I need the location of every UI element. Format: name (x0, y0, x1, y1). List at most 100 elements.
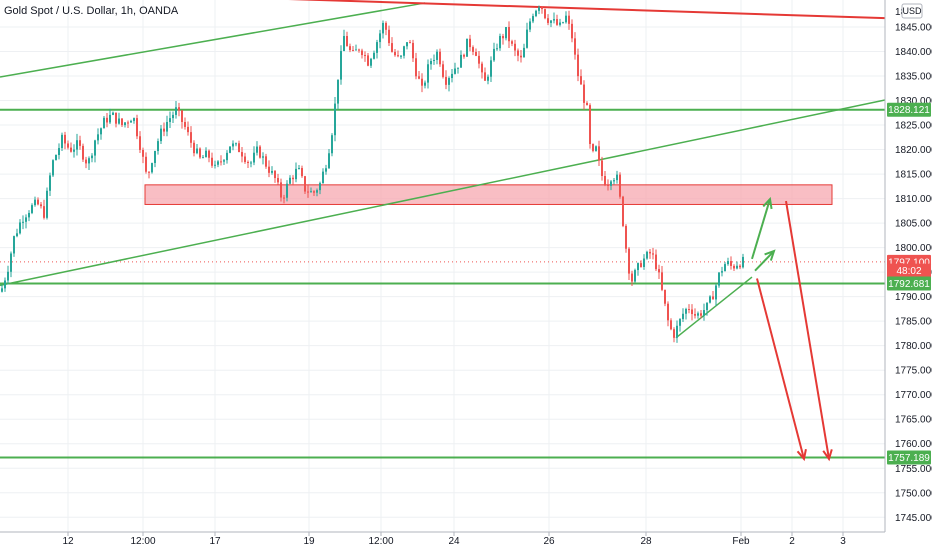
candle-up (256, 146, 258, 153)
price-tick-label: 1790.000 (895, 292, 932, 303)
candle-down (367, 55, 369, 66)
candle-up (436, 51, 438, 60)
candle-up (88, 158, 90, 164)
candle-up (406, 42, 408, 47)
candle-down (502, 36, 504, 39)
candle-up (271, 170, 273, 173)
candle-up (130, 120, 132, 123)
time-tick-label: Feb (732, 536, 750, 547)
candle-down (658, 269, 660, 273)
candle-down (391, 43, 393, 52)
candle-down (589, 105, 591, 145)
candle-down (361, 50, 363, 56)
candle-down (514, 43, 516, 51)
currency-badge-frame[interactable] (901, 3, 923, 19)
candle-up (697, 313, 699, 316)
candle-down (199, 148, 201, 158)
candle-up (286, 183, 288, 198)
candle-down (301, 168, 303, 177)
projection-arrows (751, 196, 833, 462)
price-label-support-bg (887, 102, 931, 117)
candle-down (472, 47, 474, 52)
candle-up (28, 212, 30, 218)
up-arrow-2-shaft (754, 250, 775, 272)
candle-down (484, 72, 486, 81)
time-tick-label: 12 (62, 536, 74, 547)
candle-down (244, 156, 246, 162)
candle-up (529, 21, 531, 30)
candle-down (43, 206, 45, 218)
candle-up (226, 152, 228, 161)
candle-up (4, 280, 6, 289)
down-arrow-2-shaft (785, 200, 830, 460)
candle-down (385, 22, 387, 30)
trendlines (0, 0, 886, 339)
currency-badge[interactable]: USD (902, 6, 922, 16)
candle-up (424, 82, 426, 86)
candle-down (37, 199, 39, 205)
candle-up (637, 263, 639, 271)
candle-down (619, 174, 621, 197)
price-tick-label: 1805.000 (895, 219, 932, 230)
price-label-support: 1792.681 (888, 279, 930, 290)
candle-up (565, 15, 567, 23)
candle-up (550, 20, 552, 23)
price-tick-label: 1745.000 (895, 513, 932, 524)
candle-up (91, 155, 93, 159)
candle-down (556, 19, 558, 25)
candle-up (460, 54, 462, 68)
candle-down (313, 191, 315, 193)
price-axis[interactable]: 1745.000 1750.000 1755.000 1760.000 1765.000… (895, 22, 932, 523)
candle-down (445, 76, 447, 85)
candle-up (133, 118, 135, 121)
price-tick-label: 1765.000 (895, 415, 932, 426)
candle-up (310, 191, 312, 193)
candle-down (79, 140, 81, 146)
candle-down (409, 42, 411, 44)
price-tick-label: 1830.000 (895, 96, 932, 107)
candle-up (682, 313, 684, 320)
candle-down (712, 296, 714, 300)
candle-up (535, 10, 537, 17)
candle-down (247, 161, 249, 163)
price-tick-label: 1760.000 (895, 439, 932, 450)
candle-up (613, 180, 615, 182)
candle-up (379, 33, 381, 43)
candle-up (103, 117, 105, 129)
candle-up (334, 103, 336, 136)
candle-down (592, 144, 594, 151)
price-tick-label: 1845.000 (895, 22, 932, 33)
candle-up (634, 270, 636, 282)
candle-down (673, 329, 675, 338)
candle-up (196, 148, 198, 154)
price-tick-label: 1840.000 (895, 47, 932, 58)
candle-up (175, 107, 177, 115)
candle-up (325, 168, 327, 172)
candle-down (280, 182, 282, 198)
candle-up (76, 140, 78, 150)
price-tick-label: 1800.000 (895, 243, 932, 254)
candle-up (703, 310, 705, 316)
time-tick-label: 3 (840, 536, 846, 547)
candle-up (97, 134, 99, 141)
time-tick-label: 26 (543, 536, 555, 547)
candle-up (559, 22, 561, 25)
candle-down (652, 253, 654, 255)
candle-up (496, 48, 498, 50)
candle-down (601, 160, 603, 177)
candle-down (568, 15, 570, 24)
rising-support-line (675, 276, 753, 339)
candle-down (475, 51, 477, 56)
candle-up (490, 60, 492, 77)
candle-up (25, 217, 27, 222)
candle-down (439, 51, 441, 65)
candle-down (571, 23, 573, 39)
candle-down (283, 197, 285, 199)
candle-down (520, 55, 522, 58)
candle-down (352, 50, 354, 52)
candle-up (454, 68, 456, 74)
time-axis[interactable]: 12 12:00 17 19 12:00 24 26 28 Feb 2 3 (62, 532, 846, 547)
candle-down (649, 251, 651, 254)
price-label-countdown: 48:02 (896, 266, 921, 277)
